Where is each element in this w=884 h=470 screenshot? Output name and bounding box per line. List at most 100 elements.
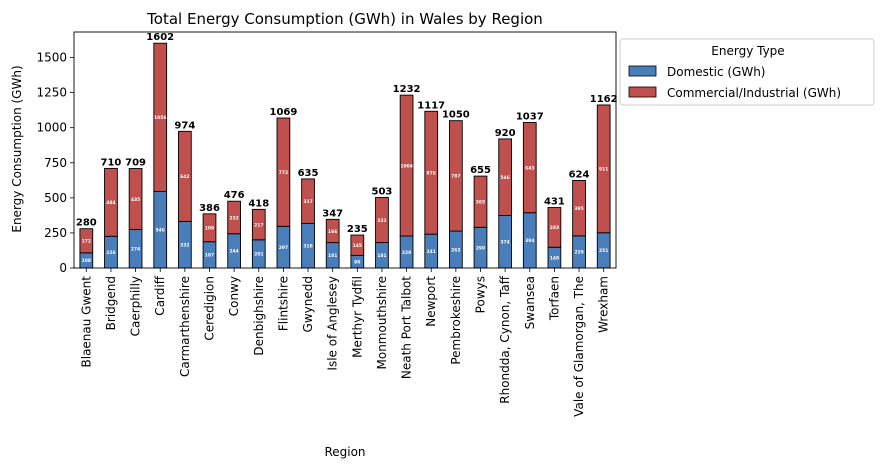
total-value-label: 974 xyxy=(174,120,195,131)
x-tick-label: Torfaen xyxy=(547,276,561,321)
y-tick-label: 0 xyxy=(59,261,67,275)
bar-commercial xyxy=(276,117,291,227)
segment-value-label: 232 xyxy=(229,215,238,221)
segment-value-label: 435 xyxy=(131,197,140,203)
segment-value-label: 876 xyxy=(427,171,436,177)
total-value-label: 1069 xyxy=(269,107,297,118)
bar-commercial xyxy=(325,218,340,244)
legend-frame xyxy=(619,38,875,106)
segment-value-label: 787 xyxy=(451,174,460,180)
segment-value-label: 274 xyxy=(131,247,140,253)
total-value-label: 418 xyxy=(248,198,269,209)
segment-value-label: 1056 xyxy=(154,115,167,121)
bar-commercial xyxy=(251,208,266,241)
x-tick-label: Neath Port Talbot xyxy=(400,276,414,379)
total-value-label: 635 xyxy=(298,168,319,179)
segment-value-label: 484 xyxy=(106,200,115,206)
x-tick-label: Blaenau Gwent xyxy=(79,276,93,368)
bar-commercial xyxy=(153,42,168,192)
segment-value-label: 290 xyxy=(476,245,485,251)
segment-value-label: 911 xyxy=(599,167,608,173)
plot-frame xyxy=(73,31,617,269)
bar-commercial xyxy=(424,110,439,235)
x-tick-label: Newport xyxy=(424,276,438,327)
bar-commercial xyxy=(572,179,586,237)
x-tick-label: Bridgend xyxy=(104,276,118,330)
x-tick-label: Powys xyxy=(474,276,488,313)
segment-value-label: 148 xyxy=(550,255,559,261)
x-tick-label: Swansea xyxy=(523,276,537,329)
segment-value-label: 546 xyxy=(500,175,509,181)
segment-value-label: 90 xyxy=(354,259,360,265)
bar-commercial xyxy=(128,168,143,231)
chart-title: Total Energy Consumption (GWh) in Wales … xyxy=(146,10,543,28)
segment-value-label: 317 xyxy=(303,199,312,205)
bar-commercial xyxy=(350,234,365,256)
total-value-label: 235 xyxy=(347,224,368,235)
bars-layer xyxy=(79,42,611,269)
segment-value-label: 374 xyxy=(500,240,509,246)
bar-commercial xyxy=(473,175,488,228)
y-tick-label: 1250 xyxy=(36,86,67,100)
segment-value-label: 251 xyxy=(599,248,608,254)
bar-commercial xyxy=(178,130,192,222)
x-tick-label: Monmouthshire xyxy=(375,276,389,370)
total-value-label: 1117 xyxy=(417,100,445,111)
x-axis-label: Region xyxy=(324,445,365,459)
total-value-label: 431 xyxy=(544,197,565,208)
segment-value-label: 263 xyxy=(451,247,460,253)
segment-value-label: 181 xyxy=(377,253,386,259)
y-tick-label: 1500 xyxy=(36,51,67,65)
legend: Energy Type Domestic (GWh) Commercial/In… xyxy=(619,38,875,106)
total-value-label: 503 xyxy=(372,186,393,197)
y-axis-label: Energy Consumption (GWh) xyxy=(10,65,24,232)
total-value-label: 1602 xyxy=(146,32,174,43)
legend-swatch-commercial xyxy=(628,86,657,98)
legend-swatch-domestic xyxy=(628,65,657,77)
x-tick-label: Denbighshire xyxy=(252,276,266,356)
segment-value-label: 217 xyxy=(254,222,263,228)
bar-commercial xyxy=(227,200,241,235)
segment-value-label: 166 xyxy=(328,229,337,235)
x-tick-label: Cardiff xyxy=(153,275,167,315)
segment-value-label: 365 xyxy=(476,200,485,206)
segment-value-label: 199 xyxy=(205,226,214,232)
bar-commercial xyxy=(522,122,537,214)
x-tick-label: Caerphilly xyxy=(129,276,143,336)
x-tick-label: Conwy xyxy=(227,276,241,316)
segment-value-label: 546 xyxy=(156,227,165,233)
segment-value-label: 772 xyxy=(279,170,288,176)
segment-value-label: 283 xyxy=(550,225,559,231)
bar-commercial xyxy=(449,120,463,232)
total-value-label: 386 xyxy=(199,203,220,214)
bar-commercial xyxy=(399,94,414,237)
x-tick-label: Carmarthenshire xyxy=(178,276,192,377)
total-value-label: 655 xyxy=(470,165,491,176)
x-tick-label: Gwynedd xyxy=(301,276,315,332)
legend-title: Energy Type xyxy=(711,44,784,58)
segment-value-label: 322 xyxy=(377,218,386,224)
segment-value-label: 643 xyxy=(525,165,534,171)
segment-value-label: 228 xyxy=(402,250,411,256)
bar-commercial xyxy=(202,213,217,243)
y-tick-label: 750 xyxy=(44,156,67,170)
x-tick-label: Vale of Glamorgan, The xyxy=(572,276,586,417)
x-tick-label: Flintshire xyxy=(276,276,290,331)
segment-value-label: 145 xyxy=(353,243,362,249)
segment-value-label: 642 xyxy=(180,174,189,180)
bar-commercial xyxy=(375,196,389,244)
segment-value-label: 1004 xyxy=(400,163,413,169)
legend-label-domestic: Domestic (GWh) xyxy=(667,65,766,79)
x-tick-label: Ceredigion xyxy=(203,276,217,341)
segment-value-label: 229 xyxy=(574,250,583,256)
y-tick-label: 250 xyxy=(44,226,67,240)
segment-value-label: 332 xyxy=(180,243,189,249)
x-tick-label: Pembrokeshire xyxy=(449,276,463,365)
y-tick-label: 1000 xyxy=(36,121,67,135)
total-value-label: 710 xyxy=(101,157,122,168)
total-value-label: 280 xyxy=(76,218,97,229)
total-value-label: 1050 xyxy=(442,110,470,121)
axes-layer: Blaenau Gwent Bridgend Caerphilly Cardiff Ca… xyxy=(36,31,617,417)
total-value-label: 920 xyxy=(495,128,516,139)
segment-value-label: 181 xyxy=(328,253,337,259)
